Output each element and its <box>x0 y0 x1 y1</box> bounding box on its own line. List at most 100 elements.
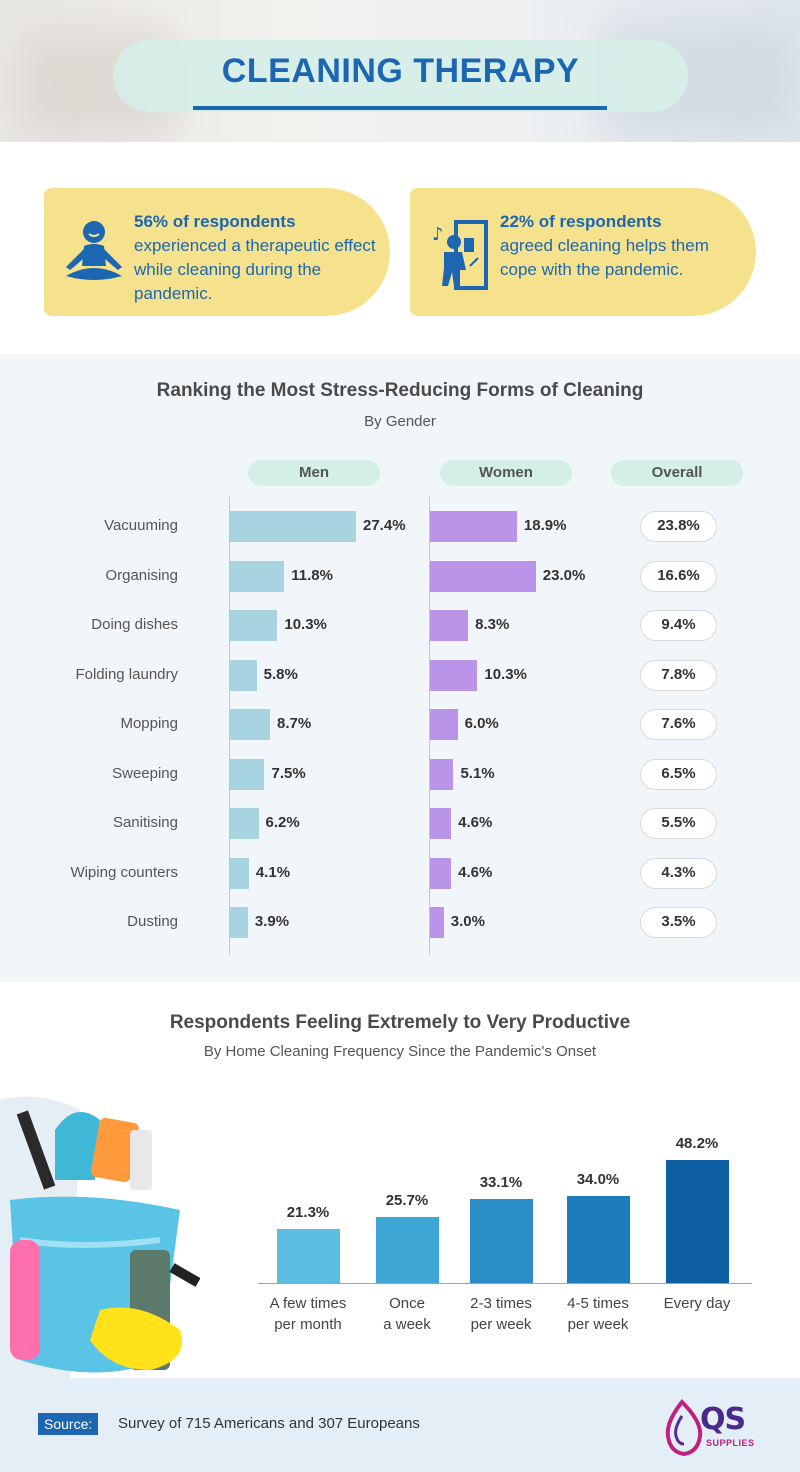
overall-value-pill: 6.5% <box>640 758 717 790</box>
value-label-women: 18.9% <box>523 517 567 534</box>
value-label-women: 23.0% <box>542 566 586 584</box>
footer <box>0 1378 800 1472</box>
bar-women <box>430 808 452 839</box>
value-label-women: 3.0% <box>450 913 485 930</box>
overall-value-pill: 5.5% <box>640 808 717 839</box>
productive-category-label: A few times per month <box>258 1293 358 1335</box>
bar-women <box>430 659 478 691</box>
value-label-men: 5.8% <box>263 665 298 683</box>
bar-men <box>230 758 265 790</box>
bar-men <box>230 808 259 839</box>
stat-description: agreed cleaning helps them cope with the… <box>500 236 709 279</box>
column-header-overall: Overall <box>611 460 743 486</box>
bar-men <box>230 659 257 691</box>
category-label: Folding laundry <box>75 665 178 683</box>
category-label: Mopping <box>120 715 178 732</box>
bar-men <box>230 709 270 740</box>
bar-women <box>430 610 469 641</box>
productive-category-line: Every day <box>663 1295 731 1312</box>
category-label: Doing dishes <box>91 616 178 633</box>
meditation-icon <box>66 221 122 280</box>
productive-category-label: 2-3 times per week <box>451 1293 551 1335</box>
value-label-men: 10.3% <box>284 616 327 633</box>
category-label: Organising <box>105 566 178 584</box>
women-axis-line <box>429 497 430 955</box>
bar-women <box>430 511 517 542</box>
productive-category-line: per week <box>470 1316 532 1333</box>
category-label: Wiping counters <box>70 863 178 881</box>
value-label-women: 4.6% <box>458 814 493 831</box>
stat-description: experienced a therapeutic effect while c… <box>134 236 376 303</box>
value-label-men: 11.8% <box>291 566 333 584</box>
value-label-men: 27.4% <box>363 517 406 534</box>
productive-bar <box>276 1228 340 1283</box>
bar-women <box>430 560 536 592</box>
productive-bar <box>665 1160 729 1283</box>
value-label-women: 4.6% <box>458 863 493 881</box>
productive-value-label: 34.0% <box>576 1171 620 1189</box>
productive-category-line: 2-3 times <box>470 1295 532 1312</box>
bar-women <box>430 709 458 740</box>
productive-category-line: Once <box>389 1295 425 1312</box>
ranking-subtitle: By Gender <box>364 413 436 430</box>
men-axis-line <box>229 497 230 955</box>
overall-value-pill: 9.4% <box>640 610 717 641</box>
category-label: Sanitising <box>112 814 178 831</box>
productive-title: Respondents Feeling Extremely to Very Pr… <box>169 1012 631 1033</box>
productive-value-label: 33.1% <box>479 1173 523 1191</box>
productive-category-line: 4-5 times <box>567 1295 629 1312</box>
value-label-men: 4.1% <box>255 863 291 881</box>
productive-category-line: per month <box>274 1316 342 1333</box>
productive-bar <box>566 1196 630 1283</box>
productive-category-label: Once a week <box>357 1293 457 1335</box>
source-text: Survey of 715 Americans and 307 European… <box>118 1415 420 1432</box>
title-underline <box>193 106 607 110</box>
overall-value-pill: 23.8% <box>640 511 717 542</box>
bar-women <box>430 907 444 938</box>
page-title: CLEANING THERAPY <box>221 52 580 90</box>
column-header-women: Women <box>440 460 572 486</box>
value-label-men: 7.5% <box>271 764 306 782</box>
svg-text:♪: ♪ <box>432 224 444 245</box>
overall-value-pill: 4.3% <box>640 857 717 889</box>
bar-men <box>230 907 248 938</box>
cleaning-bucket-illustration <box>0 1096 200 1380</box>
productive-value-label: 48.2% <box>675 1135 719 1152</box>
bar-men <box>230 857 249 889</box>
column-header-men: Men <box>248 460 380 486</box>
bar-women <box>430 857 452 889</box>
productive-subtitle: By Home Cleaning Frequency Since the Pan… <box>203 1043 597 1060</box>
stat-highlight: 22% of respondents <box>500 212 662 231</box>
value-label-men: 3.9% <box>254 913 290 930</box>
overall-value-pill: 7.8% <box>640 659 717 691</box>
value-label-women: 6.0% <box>464 715 499 732</box>
bar-men <box>230 560 285 592</box>
source-label: Source: <box>38 1413 99 1435</box>
productive-category-line: a week <box>383 1316 431 1333</box>
title-pill <box>113 40 688 112</box>
productive-bar <box>469 1198 533 1283</box>
productive-category-line: per week <box>567 1316 629 1333</box>
value-label-men: 8.7% <box>277 715 312 732</box>
value-label-men: 6.2% <box>265 814 300 831</box>
productive-axis-line <box>258 1283 752 1284</box>
overall-value-pill: 3.5% <box>640 907 717 938</box>
stat-highlight: 56% of respondents <box>134 212 296 231</box>
category-label: Sweeping <box>112 764 178 782</box>
productive-category-label: Every day <box>647 1293 747 1314</box>
productive-value-label: 21.3% <box>286 1203 330 1221</box>
bar-men <box>230 511 356 542</box>
logo-subtext: SUPPLIES <box>706 1438 755 1448</box>
value-label-women: 8.3% <box>475 616 510 633</box>
overall-value-pill: 16.6% <box>640 560 717 592</box>
logo-text: QS <box>700 1402 746 1437</box>
category-label: Dusting <box>127 913 178 930</box>
ranking-title: Ranking the Most Stress-Reducing Forms o… <box>156 380 644 401</box>
window-cleaning-icon: ♪ <box>432 220 488 290</box>
value-label-women: 5.1% <box>460 764 495 782</box>
productive-value-label: 25.7% <box>385 1192 429 1210</box>
productive-bar <box>375 1217 439 1283</box>
bar-women <box>430 758 454 790</box>
stat-card-cope: ♪ 22% of respondents agreed cleaning hel… <box>410 188 756 316</box>
productive-category-line: A few times <box>269 1295 347 1312</box>
